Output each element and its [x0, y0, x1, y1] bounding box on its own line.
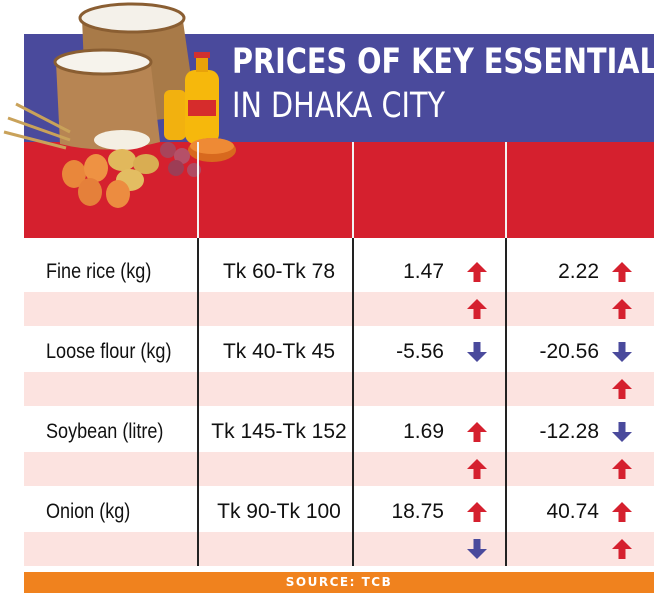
- header-divider: [505, 142, 507, 238]
- item-price: Tk 60-Tk 78: [222, 260, 336, 283]
- chart-title: PRICES OF KEY ESSENTIALS: [232, 42, 654, 82]
- change-value-col3: 1.69: [403, 420, 444, 443]
- column-divider: [197, 142, 199, 566]
- up-arrow-icon: [467, 262, 487, 282]
- up-arrow-icon: [612, 502, 632, 522]
- down-arrow-icon: [467, 342, 487, 362]
- up-arrow-icon: [467, 502, 487, 522]
- item-name: Onion (kg): [46, 500, 131, 523]
- groceries-illustration: [3, 2, 236, 208]
- up-arrow-icon: [612, 262, 632, 282]
- down-arrow-icon: [467, 539, 487, 559]
- up-arrow-icon: [612, 379, 632, 399]
- change-value-col3: 1.47: [403, 260, 444, 283]
- change-value-col4: 2.22: [558, 260, 599, 283]
- column-divider: [352, 142, 354, 566]
- table-subrow: [24, 292, 654, 326]
- table-row: Loose flour (kg) Tk 40-Tk 45 -5.56 -20.56: [24, 330, 654, 374]
- change-value-col4: -20.56: [539, 340, 599, 363]
- table-row: Onion (kg) Tk 90-Tk 100 18.75 40.74: [24, 490, 654, 534]
- item-price: Tk 40-Tk 45: [222, 340, 336, 363]
- up-arrow-icon: [467, 299, 487, 319]
- item-name: Soybean (litre): [46, 420, 164, 443]
- item-price: Tk 90-Tk 100: [217, 500, 341, 523]
- header-divider: [197, 142, 199, 238]
- down-arrow-icon: [612, 342, 632, 362]
- up-arrow-icon: [467, 422, 487, 442]
- chart-subtitle: IN DHAKA CITY: [232, 86, 446, 126]
- table-row: Soybean (litre) Tk 145-Tk 152 1.69 -12.28: [24, 410, 654, 454]
- up-arrow-icon: [467, 459, 487, 479]
- source-footer: SOURCE: TCB: [24, 572, 654, 593]
- up-arrow-icon: [612, 539, 632, 559]
- change-value-col4: 40.74: [546, 500, 599, 523]
- item-name: Fine rice (kg): [46, 260, 152, 283]
- down-arrow-icon: [612, 422, 632, 442]
- change-value-col3: -5.56: [396, 340, 444, 363]
- column-divider: [505, 142, 507, 566]
- table-subrow: [24, 532, 654, 566]
- up-arrow-icon: [612, 299, 632, 319]
- table-subrow: [24, 372, 654, 406]
- change-value-col4: -12.28: [539, 420, 599, 443]
- change-value-col3: 18.75: [391, 500, 444, 523]
- up-arrow-icon: [612, 459, 632, 479]
- item-price: Tk 145-Tk 152: [211, 420, 347, 443]
- table-subrow: [24, 452, 654, 486]
- table-row: Fine rice (kg) Tk 60-Tk 78 1.47 2.22: [24, 250, 654, 294]
- item-name: Loose flour (kg): [46, 340, 172, 363]
- header-divider: [352, 142, 354, 238]
